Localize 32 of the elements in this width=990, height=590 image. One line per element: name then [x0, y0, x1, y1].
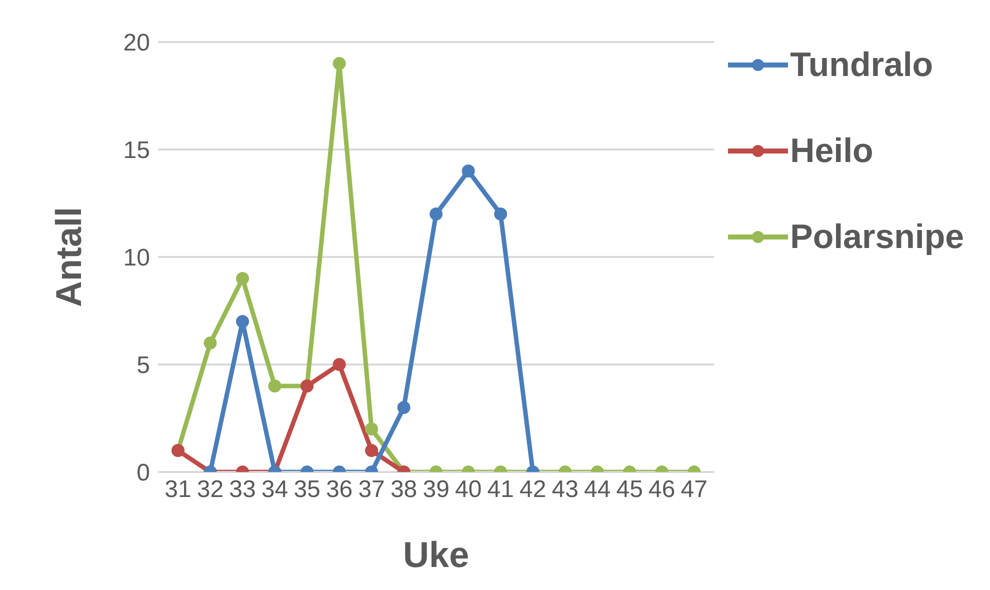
x-tick-label: 36 — [326, 476, 353, 504]
x-tick-label: 45 — [616, 476, 643, 504]
x-tick-label: 41 — [487, 476, 514, 504]
x-tick-label: 39 — [422, 476, 450, 504]
y-axis-title: Antall — [48, 206, 89, 308]
y-tick-label: 20 — [123, 30, 150, 57]
x-axis-title: Uke — [403, 534, 470, 575]
x-tick-label: 46 — [648, 476, 676, 504]
point — [494, 208, 508, 220]
y-tick-label: 0 — [136, 460, 150, 487]
x-tick-label: 37 — [358, 476, 385, 504]
legend-label: Heilo — [790, 132, 874, 170]
y-tick-label: 15 — [123, 137, 150, 164]
x-tick-label: 43 — [552, 476, 578, 504]
x-tick-label: 38 — [390, 476, 418, 504]
x-tick-label: 34 — [261, 476, 288, 504]
x-tick-label: 40 — [454, 476, 482, 504]
x-tick-label: 31 — [164, 476, 192, 504]
legend-label: Tundralo — [790, 46, 934, 84]
point — [430, 208, 443, 220]
point — [236, 272, 250, 285]
y-tick-label: 10 — [123, 244, 150, 272]
x-tick-label: 35 — [294, 476, 320, 504]
legend-label: Polarsnipe — [790, 218, 964, 256]
point — [462, 164, 475, 178]
x-tick-label: 42 — [520, 476, 546, 504]
x-tick-label: 32 — [196, 476, 224, 504]
y-tick-label: 5 — [136, 352, 150, 380]
x-tick-label: 44 — [584, 476, 611, 504]
x-tick-label: 47 — [680, 476, 708, 504]
x-tick-label: 33 — [229, 476, 256, 504]
point — [236, 315, 250, 328]
